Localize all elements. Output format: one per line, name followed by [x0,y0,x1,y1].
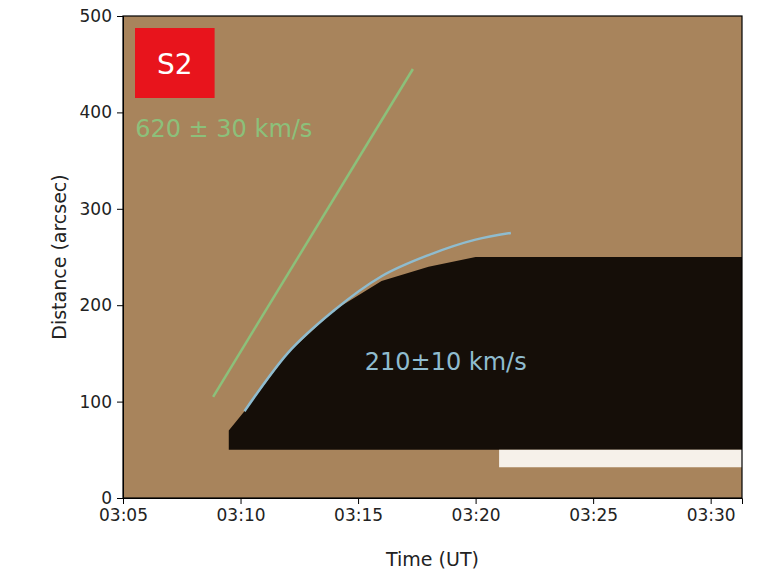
x-tick-label: 03:15 [334,505,383,525]
fit-line [244,233,510,411]
x-tick-mark [358,498,359,504]
y-tick: 300 [80,199,123,219]
y-tick: 500 [80,6,123,26]
x-tick: 03:25 [569,498,618,525]
panel-label-box [135,28,215,98]
x-tick: 03:30 [687,498,736,525]
y-tick-label: 0 [101,488,112,508]
x-axis: 03:05 03:10 03:15 03:20 03:25 03:30 [99,498,743,525]
y-tick-label: 300 [80,199,112,219]
area-region [499,450,742,467]
x-tick-label: 03:20 [452,505,501,525]
x-axis-line [124,499,743,505]
y-tick-mark [117,402,123,403]
plot: 620 ± 30 km/s 210±10 km/s S2 03:05 03:10 03:1… [80,6,743,525]
y-tick-mark [117,16,123,17]
y-tick: 100 [80,392,123,412]
x-tick-label: 03:30 [687,505,736,525]
x-tick: 03:10 [217,498,266,525]
y-tick: 200 [80,295,123,315]
annotation: 620 ± 30 km/s [135,115,312,143]
y-tick-label: 500 [80,6,112,26]
x-axis-title: Time (UT) [385,548,479,570]
x-tick-label: 03:10 [217,505,266,525]
area-region [229,257,742,450]
y-tick-mark [117,498,123,499]
y-axis-line [117,17,124,499]
chart: 620 ± 30 km/s 210±10 km/s S2 03:05 03:10 03:1… [0,0,761,580]
y-axis-title: Distance (arcsec) [48,174,70,339]
x-tick: 03:15 [334,498,383,525]
x-tick-mark [476,498,477,504]
plot-background [123,16,742,498]
x-tick-label: 03:05 [99,505,148,525]
y-tick-mark [117,305,123,306]
y-tick-mark [117,112,123,113]
x-tick-mark [241,498,242,504]
y-tick-label: 200 [80,295,112,315]
annotation: 210±10 km/s [365,348,527,376]
y-tick: 0 [101,488,123,508]
x-tick: 03:20 [452,498,501,525]
x-tick-mark [593,498,594,504]
panel-label-text: S2 [157,48,193,81]
marks [123,16,742,498]
panel-label: S2 [135,28,215,98]
y-axis: 0 100 200 300 400 500 [80,6,124,508]
y-tick-mark [117,209,123,210]
y-tick-label: 400 [80,102,112,122]
x-tick-mark [711,498,712,504]
y-tick-label: 100 [80,392,112,412]
y-tick: 400 [80,102,123,122]
plot-frame [123,16,742,498]
x-tick-label: 03:25 [569,505,618,525]
